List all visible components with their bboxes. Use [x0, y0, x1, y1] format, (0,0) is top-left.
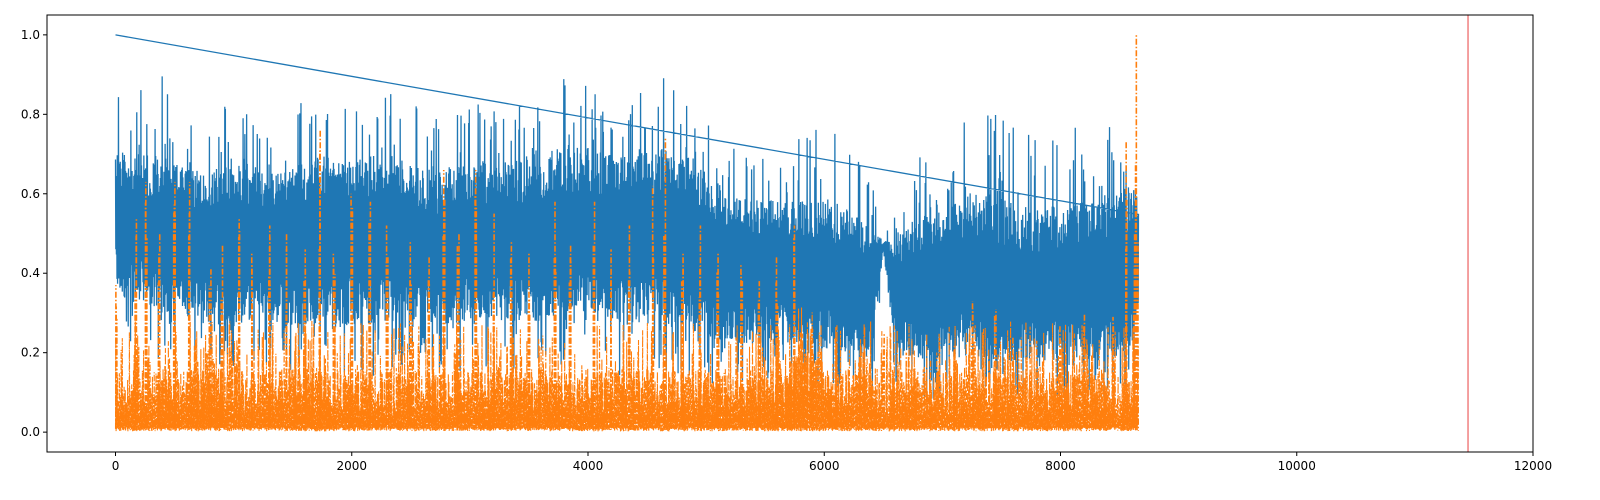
y-tick-label: 0.2 — [21, 346, 40, 360]
series-2-line — [114, 307, 1140, 432]
y-tick-label: 0.6 — [21, 187, 40, 201]
y-tick-label: 0.4 — [21, 266, 40, 280]
axes-frame — [46, 14, 1534, 453]
x-tick-label: 6000 — [809, 459, 840, 473]
y-tick-label: 0.8 — [21, 107, 40, 121]
x-tick-label: 8000 — [1045, 459, 1076, 473]
x-tick-label: 10000 — [1278, 459, 1316, 473]
x-tick-label: 0 — [112, 459, 120, 473]
x-tick-label: 2000 — [336, 459, 367, 473]
y-tick-label: 0.0 — [21, 425, 40, 439]
series-1-line — [114, 34, 1140, 401]
x-axis: 0 2000 4000 6000 8000 10000 12000 — [112, 452, 1552, 473]
y-axis: 0.0 0.2 0.4 0.6 0.8 1.0 — [21, 28, 47, 439]
y-tick-label: 1.0 — [21, 28, 40, 42]
x-tick-label: 12000 — [1514, 459, 1552, 473]
series-layer — [114, 34, 1140, 432]
x-tick-label: 4000 — [573, 459, 604, 473]
plot-area — [46, 14, 1534, 453]
